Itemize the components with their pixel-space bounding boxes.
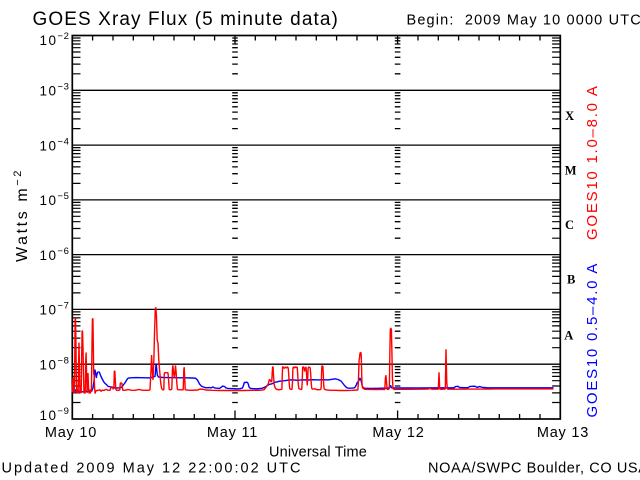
svg-text:Updated 2009 May 12 22:00:02 U: Updated 2009 May 12 22:00:02 UTC <box>2 461 303 477</box>
svg-text:May 11: May 11 <box>207 425 258 441</box>
svg-text:May 13: May 13 <box>537 425 589 441</box>
svg-text:M: M <box>565 163 577 177</box>
svg-text:May 12: May 12 <box>372 425 424 441</box>
svg-text:GOES10 1.0–8.0 A: GOES10 1.0–8.0 A <box>584 84 601 240</box>
svg-text:B: B <box>567 272 575 286</box>
svg-text:C: C <box>565 218 574 232</box>
svg-text:Begin: 2009 May 10 0000 UTC: Begin: 2009 May 10 0000 UTC <box>407 13 640 29</box>
svg-text:GOES Xray Flux (5 minute data): GOES Xray Flux (5 minute data) <box>33 9 340 30</box>
svg-text:Watts m−2: Watts m−2 <box>12 168 31 262</box>
svg-text:NOAA/SWPC Boulder, CO USA: NOAA/SWPC Boulder, CO USA <box>428 461 640 477</box>
svg-text:Universal Time: Universal Time <box>269 445 367 461</box>
svg-text:A: A <box>564 328 573 342</box>
svg-text:X: X <box>565 109 574 123</box>
svg-text:GOES10 0.5–4.0 A: GOES10 0.5–4.0 A <box>584 262 601 418</box>
svg-text:May 10: May 10 <box>45 425 97 441</box>
